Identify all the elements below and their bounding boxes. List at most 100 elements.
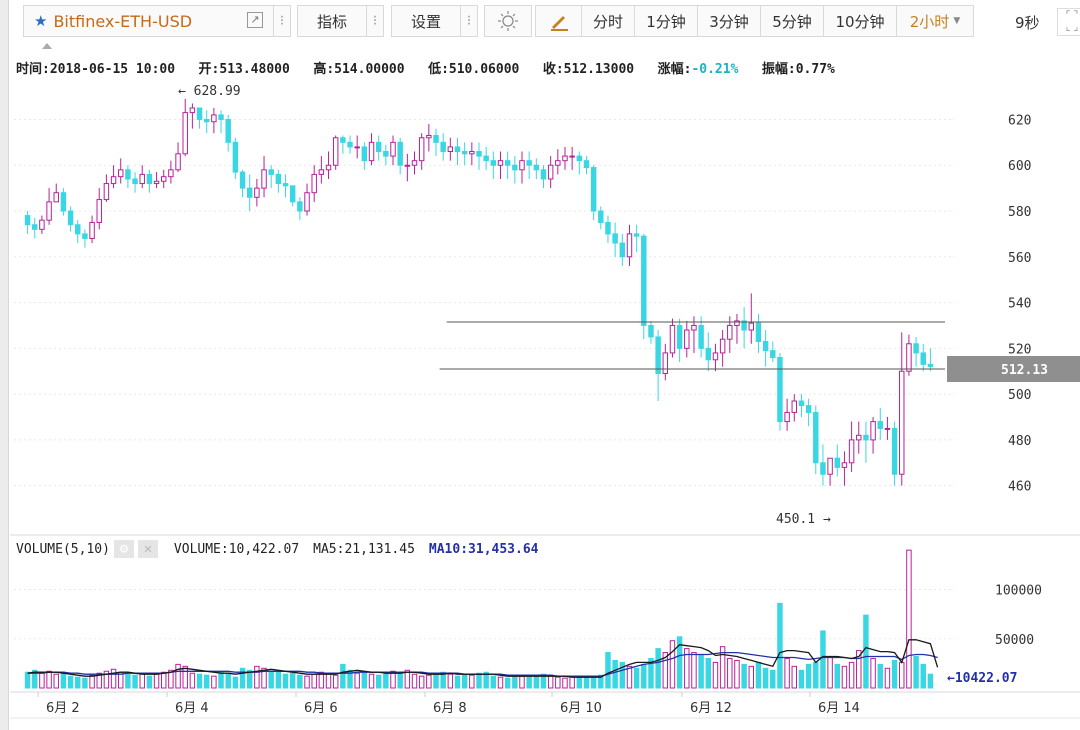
- price-tick-label: 560: [1008, 251, 1031, 266]
- candle-body: [261, 169, 267, 189]
- volume-bar: [67, 675, 74, 689]
- volume-bar: [526, 676, 532, 689]
- period-tab[interactable]: 3分钟: [697, 5, 761, 37]
- volume-bar: [161, 671, 167, 689]
- candle-body: [870, 421, 876, 441]
- fullscreen-icon[interactable]: ⌜ ⌝ ⌞ ⌟: [1057, 8, 1080, 36]
- period-tab[interactable]: 5分钟: [760, 5, 824, 37]
- candle-body: [755, 322, 762, 342]
- indicators-button[interactable]: 指标: [297, 5, 367, 37]
- volume-bar: [103, 670, 110, 689]
- candle-body: [153, 180, 160, 185]
- candle-body: [813, 411, 819, 464]
- volume-bar: [418, 675, 425, 689]
- candle-body: [75, 224, 81, 235]
- gear-icon[interactable]: ⚙: [113, 540, 134, 558]
- candle-body: [719, 338, 726, 354]
- candle-body: [827, 457, 833, 475]
- candle-body: [60, 192, 67, 212]
- candle-body: [110, 176, 117, 185]
- period-tab[interactable]: 1分钟: [634, 5, 698, 37]
- candle-body: [239, 171, 246, 189]
- volume-bar: [239, 667, 246, 689]
- candle-body: [590, 167, 597, 212]
- candle-body: [555, 160, 561, 166]
- volume-bar: [813, 661, 819, 689]
- volume-bar: [261, 667, 267, 689]
- candle-body: [899, 370, 905, 475]
- candle-body: [232, 141, 239, 173]
- candle-body: [411, 160, 418, 166]
- left-edge-bar: [0, 0, 9, 730]
- volume-bar: [433, 672, 439, 689]
- theme-toggle-button[interactable]: [484, 5, 532, 37]
- drag-handle-icon[interactable]: ⁝: [273, 5, 291, 37]
- external-link-icon[interactable]: ↗: [247, 12, 263, 28]
- volume-bar: [906, 549, 912, 689]
- volume-bar: [762, 667, 769, 689]
- candle-body: [612, 233, 618, 244]
- period-dropdown[interactable]: 2小时 ▼: [896, 5, 974, 37]
- ma5-line: [27, 639, 939, 678]
- drag-handle-icon[interactable]: ⁝: [460, 5, 478, 37]
- pencil-icon: [551, 16, 568, 31]
- candle-body: [311, 173, 317, 194]
- candle-body: [218, 114, 224, 120]
- low-label: 低:: [428, 62, 449, 77]
- candle-body: [805, 405, 812, 413]
- drag-handle-icon[interactable]: ⁝: [366, 5, 384, 37]
- price-tick-label: 600: [1008, 159, 1031, 174]
- candle-body: [332, 137, 339, 166]
- date-tick-label: 6月 10: [560, 701, 602, 716]
- candle-body: [325, 164, 332, 171]
- volume-bar: [612, 659, 618, 689]
- candle-body: [684, 329, 690, 349]
- volume-bar: [590, 677, 597, 689]
- volume-bar: [648, 657, 654, 689]
- volume-bar: [877, 663, 883, 689]
- candle-body: [146, 173, 153, 185]
- candle-body: [375, 141, 382, 153]
- candle-body: [619, 242, 626, 258]
- volume-bar: [340, 663, 346, 689]
- close-icon[interactable]: ✕: [137, 540, 158, 558]
- candle-body: [125, 169, 131, 180]
- volume-bar: [39, 672, 45, 689]
- candle-body: [784, 411, 790, 423]
- volume-bar: [598, 674, 604, 689]
- candle-body: [913, 343, 919, 354]
- volume-bar: [805, 663, 812, 689]
- volume-bar: [89, 674, 95, 689]
- period-tab[interactable]: 分时: [581, 5, 635, 37]
- candle-body: [282, 183, 289, 187]
- candle-body: [196, 107, 203, 120]
- volume-bar: [626, 665, 633, 689]
- symbol-selector[interactable]: ★ Bitfinex-ETH-USD ↗: [23, 5, 274, 37]
- volume-bar: [282, 673, 289, 689]
- draw-tool-button[interactable]: [535, 5, 583, 37]
- candle-body: [626, 233, 633, 258]
- candle-body: [698, 324, 704, 349]
- period-tab[interactable]: 10分钟: [823, 5, 897, 37]
- candle-body: [547, 164, 554, 180]
- candle-body: [103, 183, 110, 201]
- volume-bar: [375, 674, 382, 689]
- ma5-value: MA5:21,131.45: [313, 541, 415, 557]
- change-value: -0.21%: [691, 62, 739, 77]
- candle-body: [562, 155, 568, 162]
- candle-body: [24, 215, 31, 226]
- candle-body: [727, 324, 733, 340]
- candle-body: [504, 160, 511, 166]
- volume-bar: [913, 655, 919, 689]
- volume-bar: [519, 675, 525, 689]
- volume-bar: [426, 674, 432, 689]
- chevron-down-icon: ▼: [953, 16, 961, 26]
- candle-body: [712, 352, 719, 361]
- last-price-badge: [947, 356, 1080, 382]
- volume-bar: [175, 663, 181, 689]
- volume-bar: [798, 669, 805, 689]
- volume-bar: [311, 673, 317, 689]
- favorite-star-icon[interactable]: ★: [34, 12, 48, 30]
- date-tick-label: 6月 4: [175, 701, 209, 716]
